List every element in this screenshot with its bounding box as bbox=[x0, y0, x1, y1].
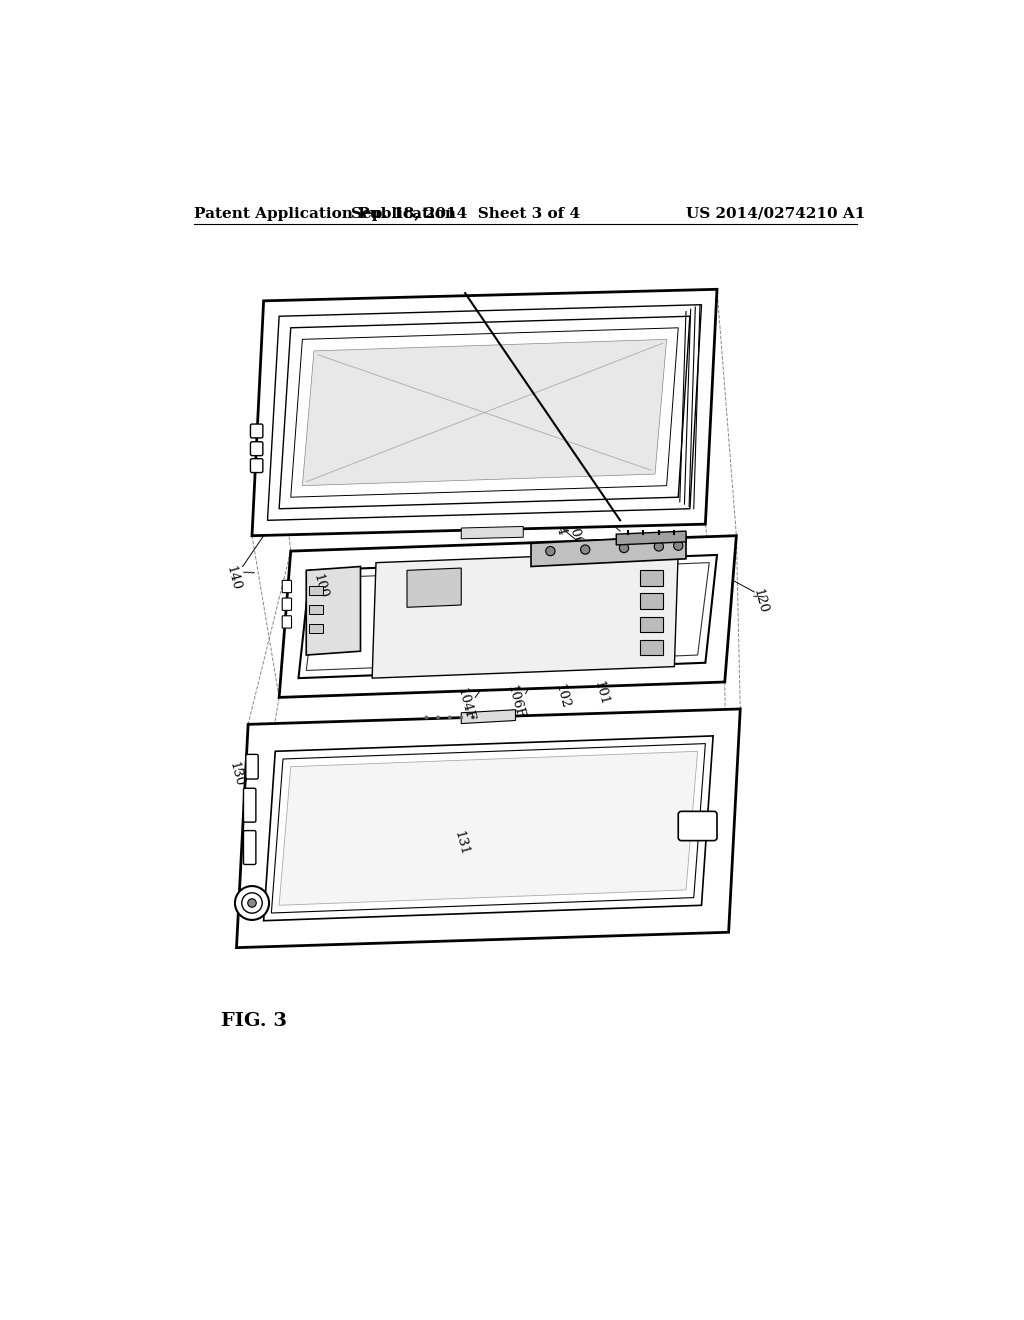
Text: 101: 101 bbox=[591, 678, 610, 706]
Circle shape bbox=[674, 541, 683, 550]
Text: /: / bbox=[318, 577, 333, 585]
Text: 102: 102 bbox=[553, 682, 571, 710]
Circle shape bbox=[248, 899, 256, 907]
Circle shape bbox=[436, 715, 439, 719]
Polygon shape bbox=[267, 305, 701, 520]
Text: Sep. 18, 2014  Sheet 3 of 4: Sep. 18, 2014 Sheet 3 of 4 bbox=[350, 207, 580, 220]
Text: 106F: 106F bbox=[505, 682, 526, 719]
Circle shape bbox=[242, 892, 262, 913]
Polygon shape bbox=[280, 317, 690, 508]
Polygon shape bbox=[263, 737, 713, 921]
Circle shape bbox=[471, 715, 474, 719]
Text: 100: 100 bbox=[310, 572, 330, 599]
Polygon shape bbox=[291, 327, 678, 498]
FancyBboxPatch shape bbox=[640, 570, 663, 586]
Text: 105: 105 bbox=[591, 500, 610, 528]
Polygon shape bbox=[252, 289, 717, 536]
Text: FIG. 3: FIG. 3 bbox=[221, 1012, 287, 1030]
Polygon shape bbox=[306, 566, 360, 655]
FancyBboxPatch shape bbox=[244, 830, 256, 865]
Polygon shape bbox=[306, 562, 710, 671]
FancyBboxPatch shape bbox=[283, 598, 292, 610]
Text: 140: 140 bbox=[223, 564, 242, 591]
FancyBboxPatch shape bbox=[678, 812, 717, 841]
Polygon shape bbox=[280, 536, 736, 697]
Text: 120: 120 bbox=[751, 587, 769, 615]
FancyBboxPatch shape bbox=[640, 640, 663, 655]
Text: 104F: 104F bbox=[455, 686, 476, 723]
Circle shape bbox=[425, 715, 428, 719]
FancyBboxPatch shape bbox=[251, 459, 263, 473]
FancyBboxPatch shape bbox=[251, 424, 263, 438]
Polygon shape bbox=[372, 552, 678, 678]
Text: /: / bbox=[240, 568, 253, 576]
Circle shape bbox=[449, 715, 452, 719]
Circle shape bbox=[620, 544, 629, 553]
FancyBboxPatch shape bbox=[640, 616, 663, 632]
FancyBboxPatch shape bbox=[308, 586, 323, 595]
Circle shape bbox=[460, 715, 463, 719]
Polygon shape bbox=[531, 536, 686, 566]
Circle shape bbox=[654, 541, 664, 552]
Polygon shape bbox=[407, 568, 461, 607]
FancyBboxPatch shape bbox=[640, 594, 663, 609]
Polygon shape bbox=[461, 710, 515, 723]
Polygon shape bbox=[461, 527, 523, 539]
FancyBboxPatch shape bbox=[283, 615, 292, 628]
Text: Patent Application Publication: Patent Application Publication bbox=[194, 207, 456, 220]
Polygon shape bbox=[299, 554, 717, 678]
Circle shape bbox=[234, 886, 269, 920]
Text: 104: 104 bbox=[549, 511, 567, 539]
Text: 130: 130 bbox=[227, 760, 246, 788]
FancyBboxPatch shape bbox=[244, 788, 256, 822]
Polygon shape bbox=[616, 531, 686, 545]
Text: 131: 131 bbox=[452, 830, 471, 858]
Polygon shape bbox=[280, 751, 697, 906]
FancyBboxPatch shape bbox=[246, 755, 258, 779]
Text: US 2014/0274210 A1: US 2014/0274210 A1 bbox=[686, 207, 865, 220]
Text: /: / bbox=[236, 766, 249, 774]
FancyBboxPatch shape bbox=[251, 442, 263, 455]
FancyBboxPatch shape bbox=[283, 581, 292, 593]
Circle shape bbox=[546, 546, 555, 556]
Text: /: / bbox=[751, 591, 764, 599]
Circle shape bbox=[581, 545, 590, 554]
Text: 106: 106 bbox=[564, 520, 584, 548]
FancyBboxPatch shape bbox=[308, 605, 323, 614]
Polygon shape bbox=[302, 339, 667, 486]
Polygon shape bbox=[237, 709, 740, 948]
FancyBboxPatch shape bbox=[308, 624, 323, 634]
